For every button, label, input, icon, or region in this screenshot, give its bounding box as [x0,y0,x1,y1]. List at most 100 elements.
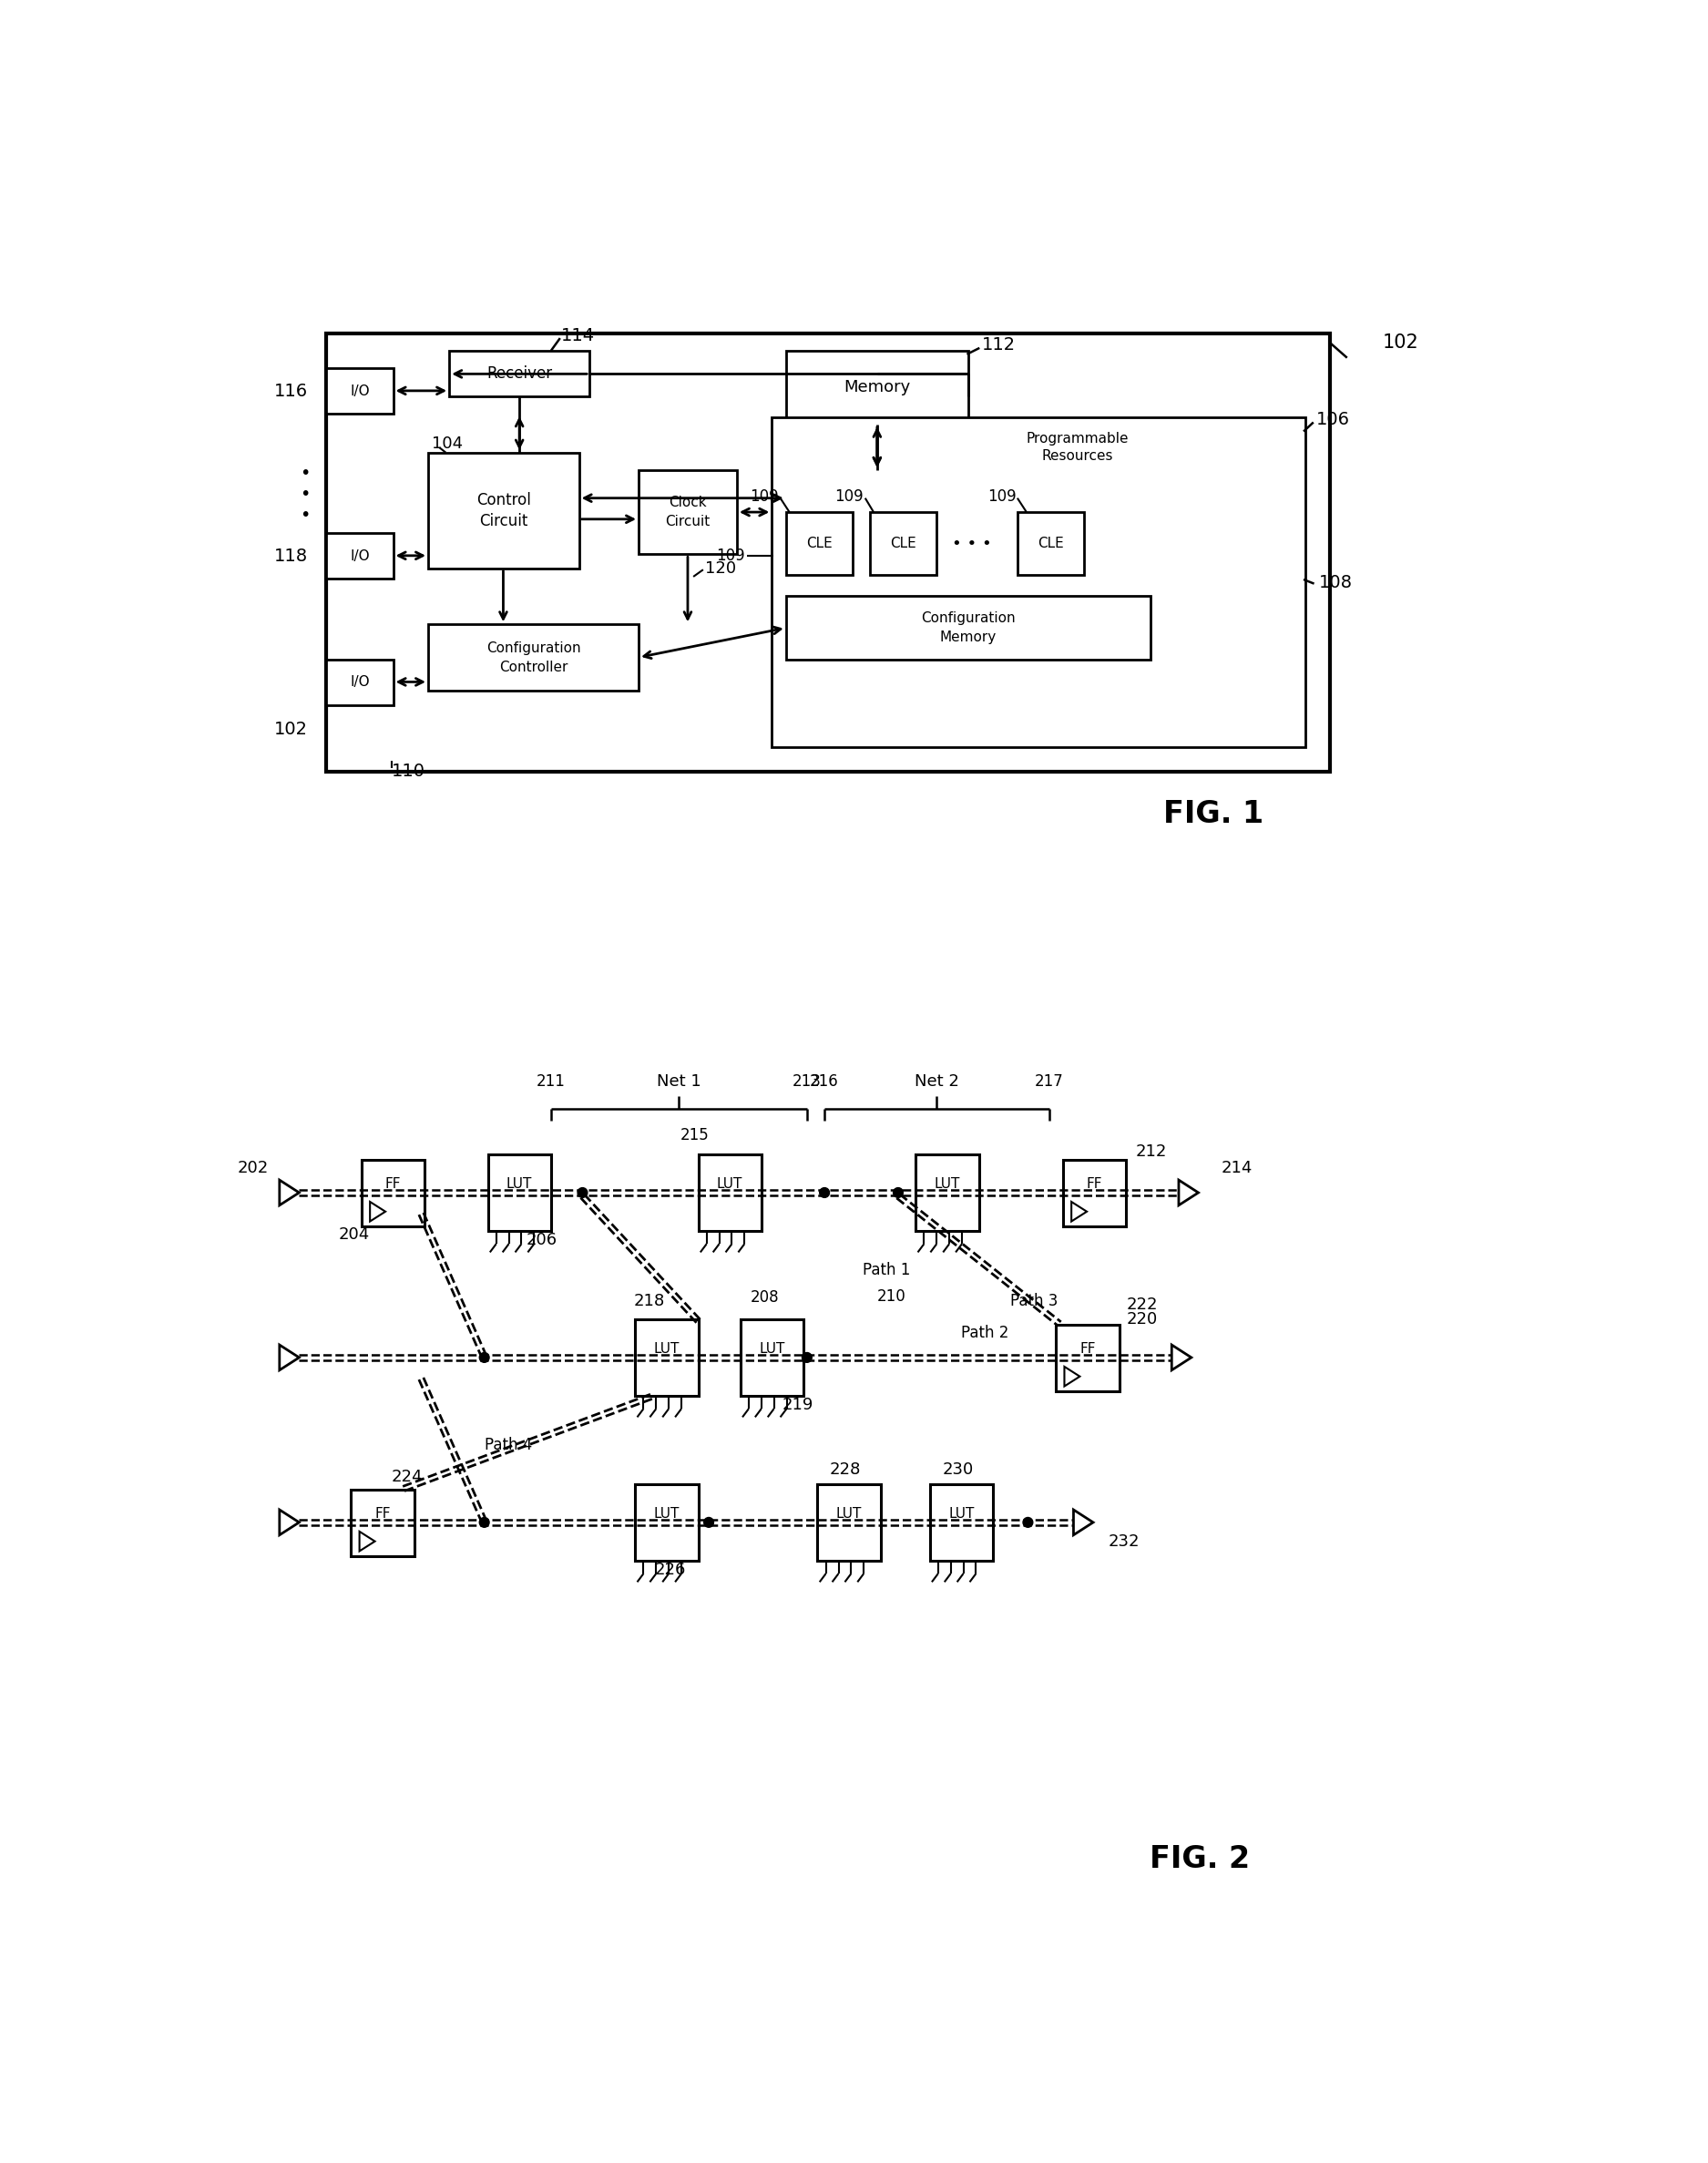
Circle shape [480,1518,488,1527]
Bar [326,368,393,413]
Text: •: • [301,506,311,523]
Text: Path 2: Path 2 [962,1324,1009,1341]
Text: I/O: I/O [350,549,369,562]
Bar [786,350,968,424]
Bar [1062,1159,1126,1226]
Text: 218: 218 [634,1293,664,1309]
Text: 230: 230 [943,1462,974,1477]
Text: 215: 215 [680,1127,709,1144]
Text: Circuit: Circuit [666,515,711,528]
Text: LUT: LUT [948,1508,974,1521]
Text: 102: 102 [273,720,307,738]
Text: FF: FF [1079,1343,1095,1356]
Text: LUT: LUT [758,1343,784,1356]
Text: Path 1: Path 1 [863,1261,910,1278]
Bar [818,1484,881,1562]
Text: 224: 224 [391,1469,422,1486]
Bar [740,1319,803,1395]
Text: •: • [301,487,311,504]
Bar [772,417,1305,746]
Text: Net 1: Net 1 [656,1073,700,1090]
Text: 109: 109 [835,489,864,504]
Circle shape [1023,1518,1033,1527]
Text: 114: 114 [562,327,596,344]
Bar [449,350,589,396]
Text: FF: FF [386,1177,401,1192]
Text: 219: 219 [782,1397,813,1412]
Bar [429,452,579,569]
Bar [326,532,393,580]
Text: FIG. 1: FIG. 1 [1163,798,1264,828]
Text: CLE: CLE [890,536,917,552]
Bar [1056,1324,1119,1391]
Bar [786,597,1151,660]
Text: FIG. 2: FIG. 2 [1149,1845,1250,1873]
Text: Path 3: Path 3 [1011,1293,1057,1309]
Text: I/O: I/O [350,675,369,690]
Text: Programmable: Programmable [1027,433,1129,446]
Text: 206: 206 [526,1233,557,1248]
Text: 216: 216 [810,1073,839,1090]
Text: 102: 102 [1382,333,1418,350]
Text: 213: 213 [793,1073,822,1090]
Text: 217: 217 [1035,1073,1064,1090]
Bar [635,1319,699,1395]
Circle shape [577,1187,588,1198]
Text: 112: 112 [982,337,1016,355]
Text: LUT: LUT [654,1508,680,1521]
Bar [362,1159,425,1226]
Text: Control: Control [477,491,531,508]
Text: 232: 232 [1108,1534,1139,1551]
Text: Memory: Memory [939,632,997,645]
Text: LUT: LUT [507,1177,533,1192]
Text: 202: 202 [237,1159,268,1177]
Bar [699,1155,762,1231]
Text: LUT: LUT [654,1343,680,1356]
Text: FF: FF [374,1508,391,1521]
Text: 109: 109 [750,489,779,504]
Text: 106: 106 [1317,411,1349,428]
Circle shape [480,1352,488,1363]
Text: 226: 226 [654,1562,687,1579]
Bar [635,1484,699,1562]
Text: 118: 118 [273,547,307,565]
Text: 116: 116 [273,383,307,400]
Text: Receiver: Receiver [487,366,552,381]
Bar [352,1490,413,1555]
Text: Circuit: Circuit [480,513,528,530]
Circle shape [893,1187,904,1198]
Text: Net 2: Net 2 [914,1073,958,1090]
Text: LUT: LUT [837,1508,863,1521]
Text: CLE: CLE [1038,536,1064,552]
Circle shape [704,1518,714,1527]
Bar [869,513,936,575]
Text: 208: 208 [750,1289,779,1306]
Text: LUT: LUT [934,1177,960,1192]
Text: 211: 211 [536,1073,565,1090]
Bar [429,625,639,690]
Text: Path 4: Path 4 [485,1436,531,1454]
Bar [929,1484,992,1562]
Text: 210: 210 [876,1289,905,1304]
Text: 108: 108 [1319,573,1353,590]
Bar [639,469,736,554]
Text: •: • [301,465,311,482]
Text: FF: FF [1086,1177,1103,1192]
Text: 109: 109 [716,547,745,565]
Text: 228: 228 [830,1462,861,1477]
Bar [488,1155,552,1231]
Text: 109: 109 [987,489,1016,504]
Text: 212: 212 [1136,1144,1167,1159]
Bar [326,333,1329,772]
Text: Resources: Resources [1042,450,1114,463]
Text: 220: 220 [1126,1311,1158,1328]
Text: 110: 110 [391,764,425,781]
Text: CLE: CLE [806,536,832,552]
Text: I/O: I/O [350,385,369,398]
Bar [786,513,852,575]
Text: Memory: Memory [844,379,910,396]
Text: Configuration: Configuration [921,612,1016,625]
Text: 204: 204 [338,1226,371,1244]
Bar [326,660,393,705]
Text: 222: 222 [1126,1296,1158,1313]
